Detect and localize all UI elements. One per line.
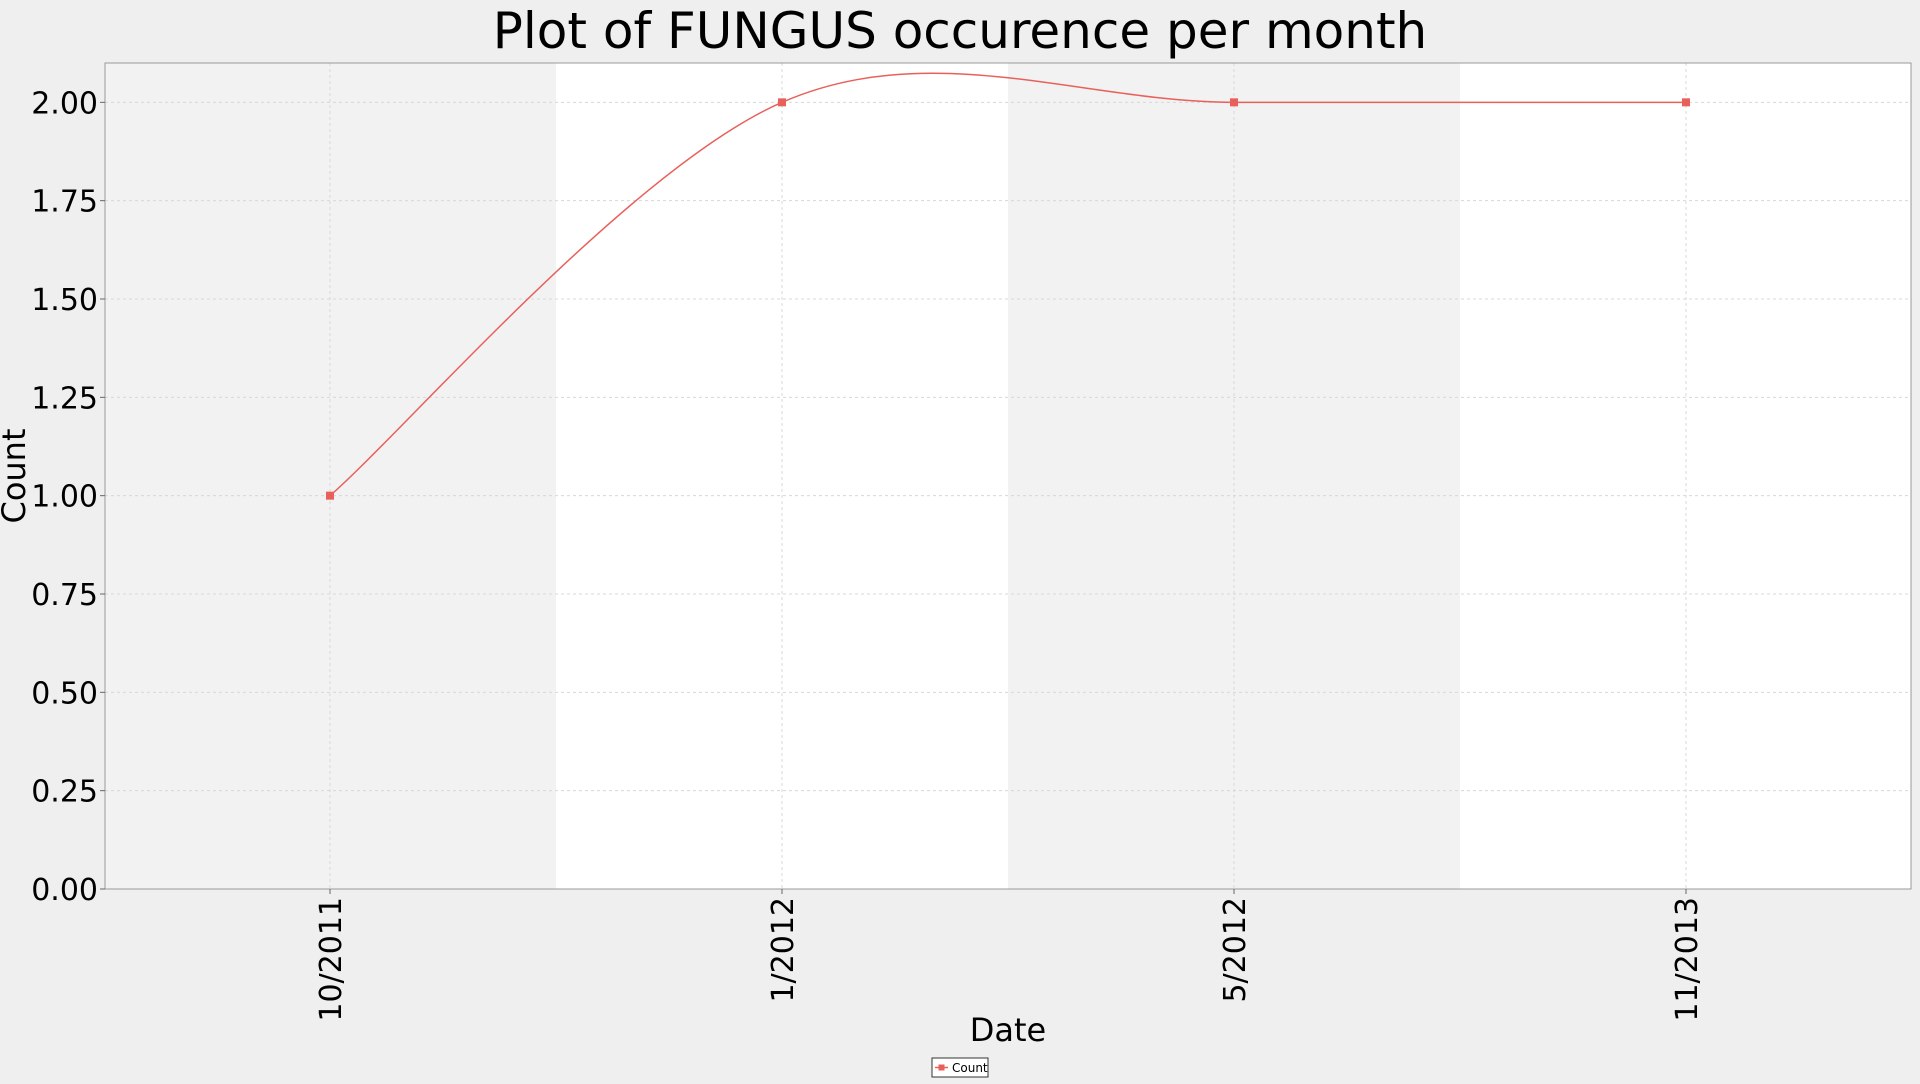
series-layer xyxy=(326,72,1690,500)
x-tick-label: 5/2012 xyxy=(1218,897,1253,1003)
legend-marker-swatch xyxy=(938,1064,945,1071)
y-axis-label: Count xyxy=(0,428,33,523)
y-tick-label: 1.00 xyxy=(31,480,98,515)
y-tick-label: 2.00 xyxy=(31,86,98,121)
plot-border xyxy=(104,62,1912,890)
series-line xyxy=(329,72,1686,497)
y-tick-label: 0.50 xyxy=(31,676,98,711)
legend-box xyxy=(931,1057,989,1078)
y-tick-label: 0.00 xyxy=(31,873,98,908)
plot-background-bands xyxy=(105,63,1911,889)
plot-band xyxy=(105,63,556,889)
data-point-marker xyxy=(778,98,786,107)
y-tick-label: 0.25 xyxy=(31,775,98,810)
x-tick-label: 11/2013 xyxy=(1670,897,1705,1022)
data-point-marker xyxy=(1230,98,1238,107)
chart-title: Plot of FUNGUS occurence per month xyxy=(493,2,1428,60)
plot-band xyxy=(556,63,1008,889)
x-axis-ticks: 10/2011 1/2012 5/2012 11/2013 xyxy=(314,889,1705,1022)
y-tick-label: 1.50 xyxy=(31,283,98,318)
x-tick-label: 10/2011 xyxy=(314,897,349,1022)
y-tick-label: 1.25 xyxy=(31,381,98,416)
plot-frame xyxy=(104,62,1912,890)
y-tick-label: 1.75 xyxy=(31,185,98,220)
data-point-marker xyxy=(1682,98,1690,107)
y-axis-ticks: 0.00 0.25 0.50 0.75 1.00 1.25 1.50 1.75 2.00 xyxy=(31,86,105,908)
y-tick-label: 0.75 xyxy=(31,578,98,613)
legend-label: Count xyxy=(952,1061,988,1075)
x-axis-label: Date xyxy=(970,1011,1046,1049)
x-tick-label: 1/2012 xyxy=(766,897,801,1003)
legend: Count xyxy=(931,1057,989,1078)
data-point-marker xyxy=(326,491,334,500)
